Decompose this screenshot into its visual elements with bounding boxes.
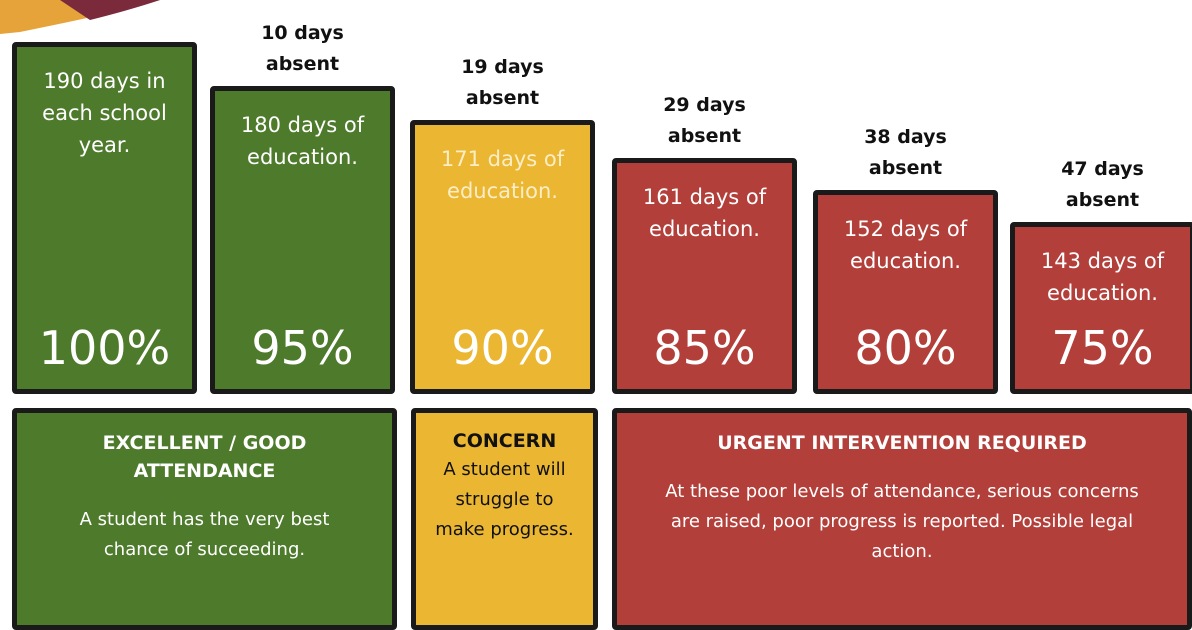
column-percent: 75% (1051, 321, 1154, 375)
column-text: 171 days of education. (440, 147, 565, 203)
column-percent: 100% (38, 321, 171, 375)
band-text: A student has the very best chance of su… (79, 509, 330, 560)
band: URGENT INTERVENTION REQUIRED At these poo… (612, 408, 1192, 630)
band: EXCELLENT / GOOD ATTENDANCE A student has… (12, 408, 397, 630)
absent-label: 19 days absent (461, 56, 544, 109)
column-text: 161 days of education. (642, 185, 767, 241)
column: 152 days of education. 80% (813, 190, 998, 394)
band-title: URGENT INTERVENTION REQUIRED (717, 432, 1087, 454)
band-text: At these poor levels of attendance, seri… (665, 481, 1139, 562)
column-percent: 85% (653, 321, 756, 375)
absent-label: 38 days absent (864, 126, 947, 179)
column: 171 days of education. 90% (410, 120, 595, 394)
absent-label: 47 days absent (1061, 158, 1144, 211)
band-title: CONCERN (452, 430, 557, 452)
band-title: EXCELLENT / GOOD ATTENDANCE (102, 432, 307, 482)
absent-label: 10 days absent (261, 22, 344, 75)
decoration (0, 0, 160, 34)
column: 143 days of education. 75% (1010, 222, 1192, 394)
column-text: 180 days of education. (240, 113, 365, 169)
column: 190 days in each school year. 100% (12, 42, 197, 394)
column: 161 days of education. 85% (612, 158, 797, 394)
column-percent: 95% (251, 321, 354, 375)
column-text: 152 days of education. (843, 217, 968, 273)
column-percent: 90% (451, 321, 554, 375)
absent-label: 29 days absent (663, 94, 746, 147)
band-text: A student will struggle to make progress… (435, 459, 574, 540)
column-percent: 80% (854, 321, 957, 375)
column: 180 days of education. 95% (210, 86, 395, 394)
band: CONCERN A student will struggle to make p… (411, 408, 598, 630)
column-text: 143 days of education. (1040, 249, 1165, 305)
column-text: 190 days in each school year. (42, 69, 167, 157)
